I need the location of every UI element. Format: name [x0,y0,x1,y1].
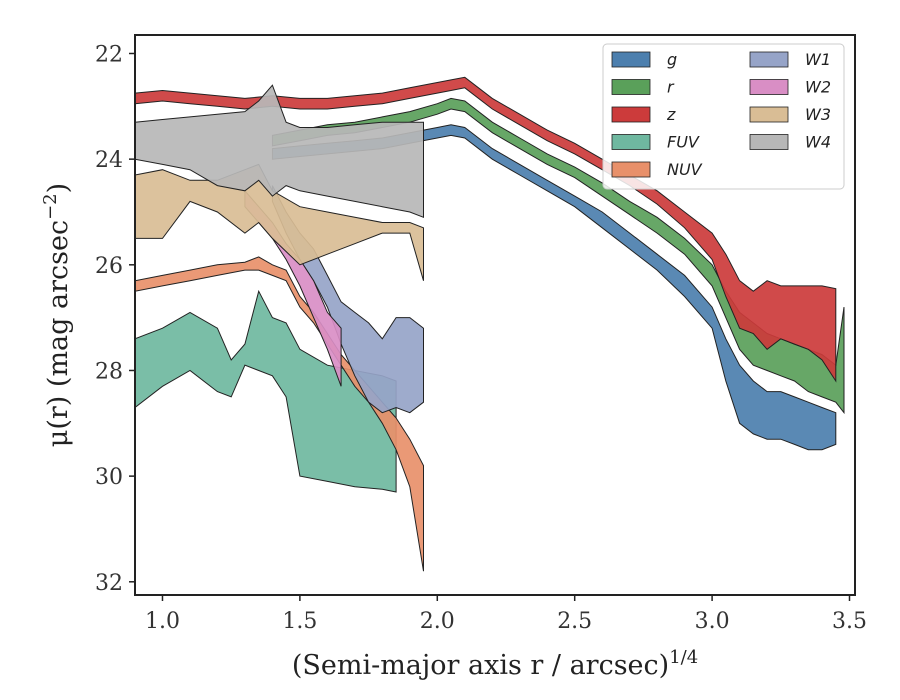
x-tick-label: 1.5 [282,609,317,634]
legend-swatch-z [611,106,651,123]
y-axis-label: μ(r) (mag arcsec−2) [40,183,74,447]
band-w4 [135,84,424,219]
x-axis-ticks: 1.0 1.5 2.0 2.5 3.0 3.5 [145,595,867,634]
band-nuv [135,256,424,572]
y-axis-label-close: ) [43,183,74,194]
legend-label-nuv: NUV [667,160,703,179]
legend-swatch-w1 [749,51,789,68]
band-fuv [135,289,397,493]
legend-swatch-w2 [749,79,789,95]
legend-label-w3: W3 [805,105,831,124]
legend-label-g: g [667,50,677,69]
legend-label-r: r [667,78,675,97]
band-g [271,124,837,451]
x-tick-label: 2.5 [557,609,592,634]
x-axis-label: (Semi-major axis r / arcsec)1/4 [292,647,698,681]
y-tick-label: 32 [95,571,123,596]
y-tick-label: 30 [95,465,123,490]
y-tick-label: 28 [95,359,123,384]
y-tick-label: 24 [95,148,123,173]
legend-label-fuv: FUV [667,133,700,152]
y-axis-ticks: 22 24 26 28 30 32 [95,42,135,596]
legend-swatch-r [611,79,651,95]
legend-swatch-g [611,51,651,68]
legend-swatch-w4 [749,134,789,150]
x-axis-label-text: (Semi-major axis r / arcsec) [292,650,669,681]
x-axis-label-exponent: 1/4 [669,647,698,668]
x-tick-label: 3.0 [695,609,730,634]
legend-swatch-w3 [749,106,789,123]
y-axis-label-exponent: −2 [40,193,61,220]
plot-bands [135,76,845,572]
legend-swatch-fuv [611,134,651,150]
legend-label-z: z [666,105,676,124]
y-tick-label: 26 [95,254,123,279]
plot-frame [134,34,856,596]
band-z [135,76,837,383]
legend-label-w2: W2 [805,78,831,97]
legend-label-w1: W1 [805,50,831,69]
x-tick-label: 3.5 [832,609,867,634]
legend-label-w4: W4 [805,133,831,152]
x-tick-label: 1.0 [145,609,180,634]
y-axis-label-text: μ(r) (mag arcsec [43,220,74,447]
plot-area-border [134,34,856,596]
y-tick-label: 22 [95,42,123,67]
legend-swatch-nuv [611,161,651,178]
x-tick-label: 2.0 [420,609,455,634]
legend: grz FUV NUV W1 W2 W3 W4 [602,43,845,190]
